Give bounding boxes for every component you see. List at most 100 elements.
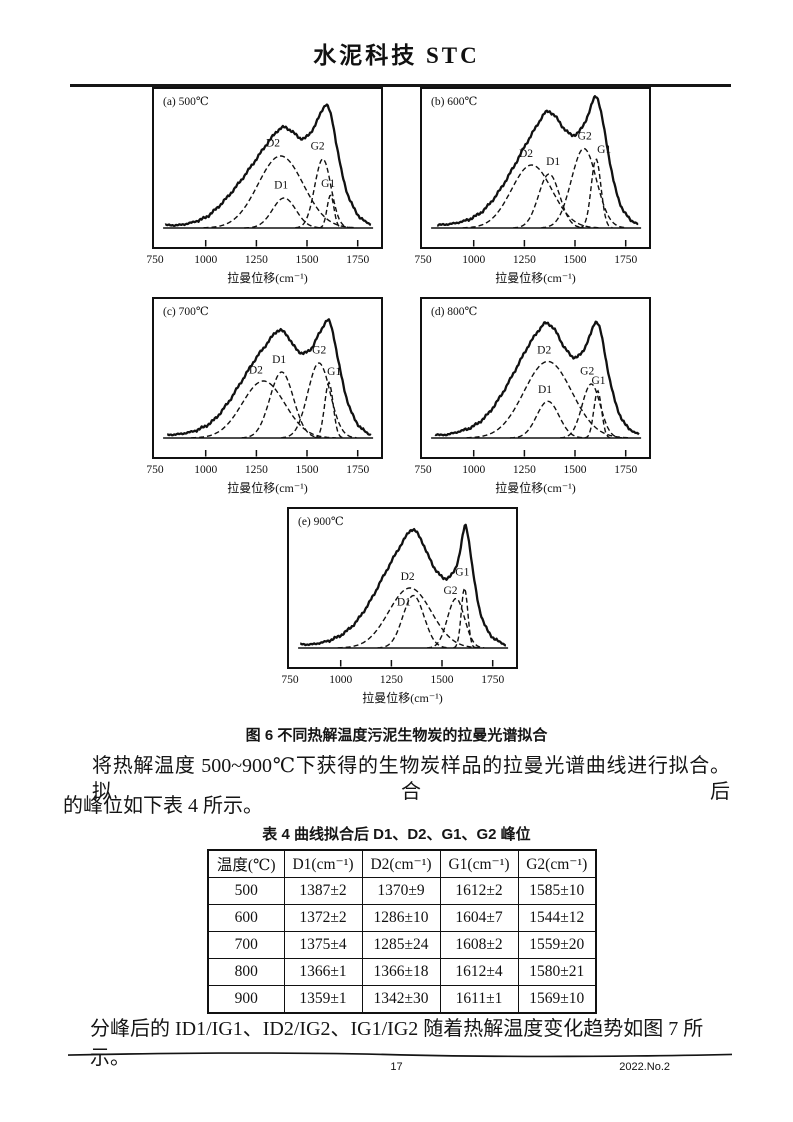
table-header-cell: D1(cm⁻¹): [283, 849, 363, 878]
peak-label-D1: D1: [397, 596, 411, 608]
table-cell: 1387±2: [283, 877, 363, 905]
raman-chart-700c: 750 1000 1250 1500 1750 拉曼位移(cm⁻¹) (c) 700℃ D2 D…: [139, 296, 401, 504]
peak-label-G2: G2: [578, 131, 592, 143]
table-cell: 1612±2: [439, 877, 519, 905]
table-cell: 1359±1: [283, 985, 363, 1014]
table-cell: 1585±10: [517, 877, 597, 905]
raman-spectrum-curve: [166, 318, 372, 437]
fit-curve-D1: [509, 400, 586, 439]
peak-label-G2: G2: [311, 140, 325, 152]
peak-position-table: 温度(℃) D1(cm⁻¹) D2(cm⁻¹) G1(cm⁻¹) G2(cm⁻¹) 50…: [207, 849, 597, 1014]
x-tick-label: 1250: [245, 254, 268, 266]
plot-frame: [152, 297, 383, 459]
table-cell: 1342±30: [361, 985, 441, 1014]
peak-label-D1: D1: [274, 179, 288, 191]
table-cell: 1569±10: [517, 985, 597, 1014]
table-header-cell: 温度(℃): [207, 849, 285, 878]
peak-label-D1: D1: [546, 156, 560, 168]
peak-label-G1: G1: [591, 375, 605, 387]
fit-curve-D2: [462, 164, 601, 229]
peak-label-G2: G2: [580, 365, 594, 377]
peak-label-G2: G2: [443, 585, 457, 597]
fit-curve-D1: [377, 594, 449, 649]
fit-curve-D1: [244, 197, 324, 229]
raman-chart-900c: 750 1000 1250 1500 1750 拉曼位移(cm⁻¹) (e) 900℃ D2 D…: [274, 506, 536, 714]
chart-svg: 750 1000 1250 1500 1750 拉曼位移(cm⁻¹) (c) 700℃ D2 D…: [146, 297, 383, 495]
fit-curve-G2: [427, 597, 485, 649]
peak-label-D1: D1: [538, 384, 552, 396]
table-cell: 1608±2: [439, 931, 519, 959]
table-cell: 1375±4: [283, 931, 363, 959]
table-cell: 1286±10: [361, 904, 441, 932]
fit-curve-G2: [281, 362, 357, 439]
peak-label-D2: D2: [537, 344, 551, 356]
peak-label-D1: D1: [272, 354, 286, 366]
body-paragraph-line-1: 将热解温度 500~900℃下获得的生物炭样品的拉曼光谱曲线进行拟合。拟合后: [92, 755, 730, 803]
table-row: 600 1372±2 1286±10 1604±7 1544±12: [207, 904, 597, 932]
table-cell: 1544±12: [517, 904, 597, 932]
table-row: 700 1375±4 1285±24 1608±2 1559±20: [207, 931, 597, 959]
peak-label-G1: G1: [321, 178, 335, 190]
plot-frame: [420, 297, 651, 459]
footer-rule: [68, 1052, 732, 1058]
chart-svg: 750 1000 1250 1500 1750 拉曼位移(cm⁻¹) (b) 600℃ D2 D…: [414, 87, 651, 285]
chart-svg: 750 1000 1250 1500 1750 拉曼位移(cm⁻¹) (e) 900℃ D2 D…: [281, 507, 518, 705]
x-tick-label: 750: [414, 464, 432, 476]
x-tick-label: 1500: [431, 674, 454, 686]
fit-curve-G2: [295, 158, 351, 229]
x-axis-title: 拉曼位移(cm⁻¹): [362, 690, 443, 705]
raman-spectrum-curve: [299, 523, 507, 647]
fit-curve-D1: [241, 371, 321, 439]
x-tick-label: 1500: [296, 254, 319, 266]
peak-table-body: 500 1387±2 1370±9 1612±2 1585±10 600 1372±2 128…: [207, 877, 597, 1014]
footer-rule-stroke: [68, 1052, 732, 1058]
plot-frame: [152, 87, 383, 249]
x-tick-label: 1750: [346, 254, 369, 266]
x-axis-title: 拉曼位移(cm⁻¹): [495, 480, 576, 495]
closing-sentence: 分峰后的 ID1/IG1、ID2/IG2、IG1/IG2 随着热解温度变化趋势如…: [90, 1018, 704, 1069]
journal-title: 水泥科技 STC: [313, 43, 480, 68]
fit-curve-D2: [466, 360, 629, 439]
table-header-row: 温度(℃) D1(cm⁻¹) D2(cm⁻¹) G1(cm⁻¹) G2(cm⁻¹): [207, 849, 597, 878]
x-tick-label: 1750: [346, 464, 369, 476]
table-cell: 800: [207, 958, 285, 986]
fit-curve-D2: [191, 380, 336, 439]
table-cell: 1370±9: [361, 877, 441, 905]
fit-curve-G1: [579, 158, 613, 229]
x-axis-title: 拉曼位移(cm⁻¹): [495, 270, 576, 285]
table-cell: 1559±20: [517, 931, 597, 959]
x-tick-label: 750: [146, 464, 164, 476]
table-header: 温度(℃) D1(cm⁻¹) D2(cm⁻¹) G1(cm⁻¹) G2(cm⁻¹): [207, 849, 597, 878]
x-tick-label: 1500: [564, 254, 587, 266]
table-cell: 1612±4: [439, 958, 519, 986]
raman-chart-800c: 750 1000 1250 1500 1750 拉曼位移(cm⁻¹) (d) 800℃ D2 D…: [407, 296, 669, 504]
page-number: 17: [390, 1061, 403, 1073]
panel-label: (e) 900℃: [298, 516, 344, 528]
fit-curve-G2: [560, 383, 623, 439]
x-tick-label: 1250: [513, 464, 536, 476]
x-tick-label: 1000: [462, 464, 485, 476]
table-header-cell: D2(cm⁻¹): [361, 849, 441, 878]
peak-label-G1: G1: [327, 366, 341, 378]
x-tick-label: 750: [414, 254, 432, 266]
x-tick-label: 750: [146, 254, 164, 266]
x-tick-label: 1250: [513, 254, 536, 266]
raman-spectrum-curve: [434, 320, 640, 437]
fit-curve-D2: [203, 155, 357, 229]
table-cell: 1285±24: [361, 931, 441, 959]
raman-chart-600c: 750 1000 1250 1500 1750 拉曼位移(cm⁻¹) (b) 600℃ D2 D…: [407, 86, 669, 294]
x-tick-label: 1500: [296, 464, 319, 476]
fit-curve-G1: [318, 194, 343, 229]
chart-svg: 750 1000 1250 1500 1750 拉曼位移(cm⁻¹) (a) 500℃ D2 D…: [146, 87, 383, 285]
x-tick-label: 1750: [614, 464, 637, 476]
body-paragraph-line-2: 的峰位如下表 4 所示。: [63, 795, 263, 817]
table-cell: 1604±7: [439, 904, 519, 932]
table-4-title: 表 4 曲线拟合后 D1、D2、G1、G2 峰位: [262, 826, 531, 843]
table-cell: 1372±2: [283, 904, 363, 932]
x-tick-label: 750: [281, 674, 299, 686]
x-axis-title: 拉曼位移(cm⁻¹): [227, 270, 308, 285]
panel-label: (b) 600℃: [431, 96, 478, 108]
raman-spectrum-curve: [436, 95, 639, 227]
plot-frame: [287, 507, 518, 669]
